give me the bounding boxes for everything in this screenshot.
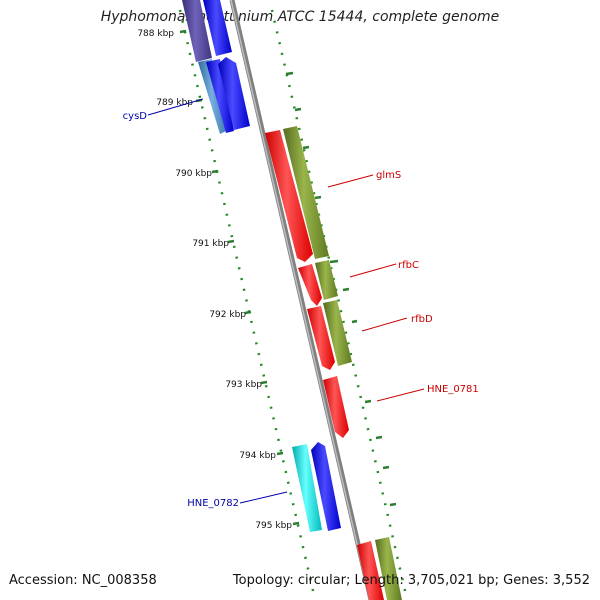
tick-794-kbp: 794 kbp: [239, 451, 276, 461]
rfbd-cds: [323, 300, 352, 366]
tick-789-kbp: 789 kbp: [156, 98, 193, 108]
cysd-gene: [206, 59, 234, 133]
hne-0782-gene: [311, 442, 341, 531]
glms-gene: [265, 130, 313, 262]
leader-hne-0781: [376, 388, 425, 402]
label-rfbc: rfbC: [398, 260, 419, 271]
genome-summary: Topology: circular; Length: 3,705,021 bp…: [232, 573, 590, 588]
rfbc-cds: [315, 260, 338, 300]
glms-cds: [283, 126, 329, 259]
outer-ring-dashes: [285, 71, 397, 507]
leader-glms: [327, 174, 374, 188]
gene-blue-arrow-upper: [218, 57, 250, 130]
leader-rfbc: [349, 263, 397, 278]
tick-792-kbp: 792 kbp: [209, 310, 246, 320]
outer-ruler: [270, 9, 408, 596]
cysd-cds: [198, 59, 228, 134]
label-hne-0782: HNE_0782: [187, 498, 239, 509]
label-hne-0781: HNE_0781: [427, 384, 479, 395]
label-glms: glmS: [376, 170, 401, 181]
leader-hne-0782: [239, 491, 288, 504]
gene-red-bottom: [357, 541, 384, 600]
hne-0781-gene: [323, 376, 349, 438]
tick-795-kbp: 795 kbp: [255, 521, 292, 531]
tick-788-kbp: 788 kbp: [137, 29, 174, 39]
genome-backbone: [229, 0, 374, 600]
tick-790-kbp: 790 kbp: [175, 169, 212, 179]
hne-0782-cds: [292, 444, 322, 532]
rfbd-gene: [307, 306, 335, 370]
cds-purple-top: [182, 0, 212, 62]
gene-blue-top: [203, 0, 232, 56]
rfbc-gene: [298, 264, 322, 306]
tick-793-kbp: 793 kbp: [225, 380, 262, 390]
accession-label: Accession: NC_008358: [9, 573, 157, 588]
leader-rfbd: [361, 317, 408, 332]
tick-791-kbp: 791 kbp: [192, 239, 229, 249]
inner-ruler: [178, 9, 316, 596]
cds-olive-bottom: [375, 537, 402, 600]
label-rfbd: rfbD: [411, 314, 433, 325]
label-cysd: cysD: [123, 111, 148, 122]
leader-cysd: [147, 98, 204, 116]
